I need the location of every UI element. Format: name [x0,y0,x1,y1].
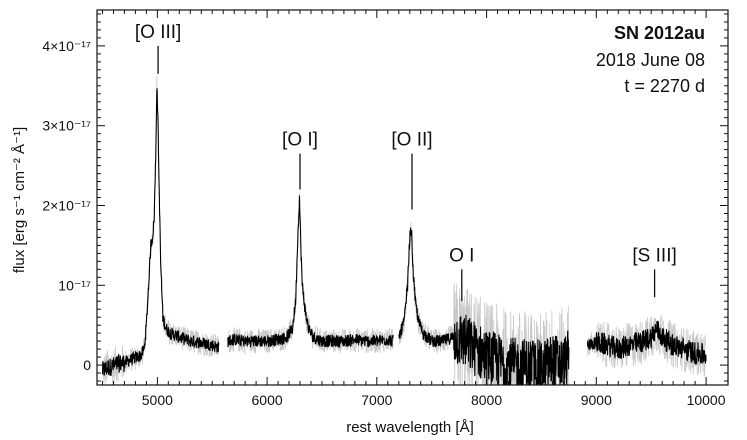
y-axis-label: flux [erg s⁻¹ cm⁻² Å⁻¹] [11,127,28,273]
line-id-label: [S III] [632,245,676,266]
x-tick-label: 5000 [142,392,173,408]
x-axis-ticks: 5000 6000 7000 8000 9000 10000 [102,10,726,408]
raw-spectrum-layer [102,75,707,385]
line-id-label: O I [449,245,474,266]
spectrum-segment [227,195,394,348]
smoothed-spectrum-layer [101,88,707,385]
y-tick-label: 10⁻¹⁷ [58,277,91,293]
line-id-label: [O I] [282,130,318,151]
y-tick-label: 2×10⁻¹⁷ [42,197,91,213]
spectrum-segment [586,320,707,366]
raw-spectrum-segment [102,75,220,385]
spectrum-segment [398,227,570,385]
x-tick-label: 6000 [252,392,283,408]
y-tick-label: 4×10⁻¹⁷ [42,38,91,54]
line-id-label: [O III] [135,22,181,43]
y-axis-ticks: 0 10⁻¹⁷ 2×10⁻¹⁷ 3×10⁻¹⁷ 4×10⁻¹⁷ [42,13,728,382]
line-identifications: [O III] [O I] [O II] O I [S III] [135,22,677,302]
x-tick-label: 8000 [471,392,502,408]
x-tick-label: 10000 [687,392,726,408]
chart-subtitle: 2018 June 08 [596,50,705,70]
spectrum-segment [101,88,220,376]
x-axis-label: rest wavelength [Å] [346,419,474,436]
line-id-label: [O II] [391,130,432,151]
y-tick-label: 3×10⁻¹⁷ [42,118,91,134]
x-tick-label: 7000 [361,392,392,408]
x-tick-label: 9000 [581,392,612,408]
y-tick-label: 0 [83,357,91,373]
chart-phase: t = 2270 d [624,76,705,96]
chart-title: SN 2012au [614,23,705,43]
